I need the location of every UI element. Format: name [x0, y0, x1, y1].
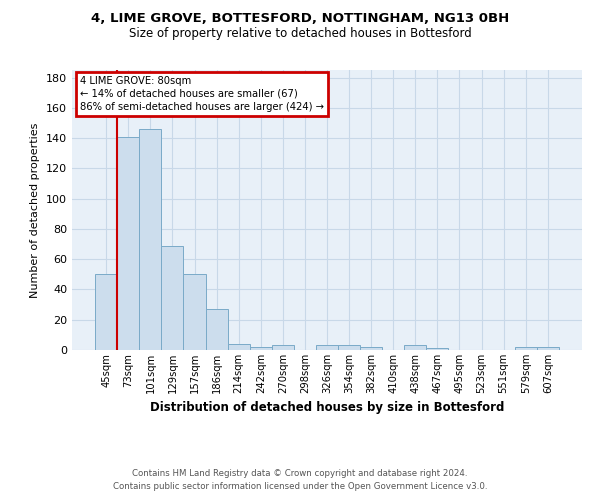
Bar [139, 129, 161, 350]
Text: Contains public sector information licensed under the Open Government Licence v3: Contains public sector information licen… [113, 482, 487, 491]
Bar [427, 348, 448, 350]
Bar [515, 347, 537, 350]
Bar [206, 309, 227, 350]
Text: Size of property relative to detached houses in Bottesford: Size of property relative to detached ho… [128, 28, 472, 40]
Bar [338, 346, 360, 350]
Bar [537, 347, 559, 350]
Y-axis label: Number of detached properties: Number of detached properties [31, 122, 40, 298]
Text: Contains HM Land Registry data © Crown copyright and database right 2024.: Contains HM Land Registry data © Crown c… [132, 468, 468, 477]
Text: 4, LIME GROVE, BOTTESFORD, NOTTINGHAM, NG13 0BH: 4, LIME GROVE, BOTTESFORD, NOTTINGHAM, N… [91, 12, 509, 26]
Bar [272, 346, 294, 350]
Text: 4 LIME GROVE: 80sqm
← 14% of detached houses are smaller (67)
86% of semi-detach: 4 LIME GROVE: 80sqm ← 14% of detached ho… [80, 76, 323, 112]
Bar [117, 136, 139, 350]
Bar [360, 347, 382, 350]
Bar [95, 274, 117, 350]
X-axis label: Distribution of detached houses by size in Bottesford: Distribution of detached houses by size … [150, 402, 504, 414]
Bar [250, 347, 272, 350]
Bar [404, 346, 427, 350]
Bar [227, 344, 250, 350]
Bar [184, 274, 206, 350]
Bar [161, 246, 184, 350]
Bar [316, 346, 338, 350]
